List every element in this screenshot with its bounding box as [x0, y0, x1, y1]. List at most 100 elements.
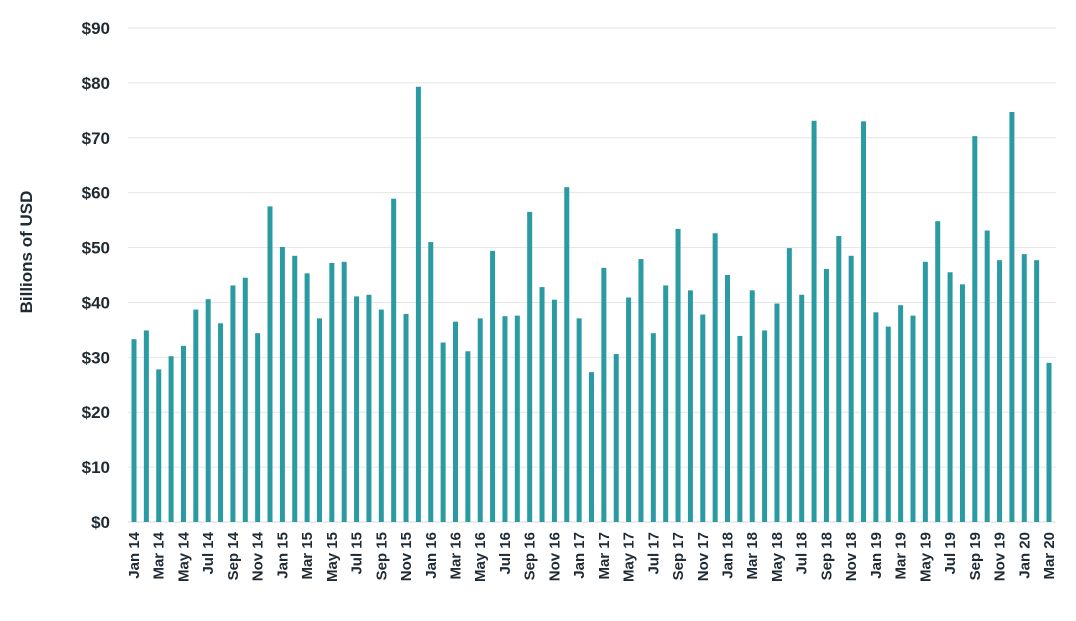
bar	[1009, 111, 1015, 522]
bar	[1034, 260, 1040, 522]
bar	[910, 315, 916, 522]
x-tick-label: Mar 18	[744, 532, 761, 580]
bar	[403, 313, 409, 522]
x-tick-label: Nov 19	[992, 532, 1009, 581]
y-tick-label: $50	[82, 239, 110, 258]
bar	[589, 372, 594, 522]
bar	[947, 272, 953, 522]
bar	[626, 297, 632, 522]
bar	[811, 120, 817, 522]
y-tick-label: $90	[82, 19, 110, 38]
bar	[861, 121, 867, 522]
bar	[329, 262, 335, 522]
x-tick-label: Sep 16	[522, 532, 539, 580]
bar	[527, 211, 533, 522]
bar	[799, 294, 805, 522]
y-tick-label: $20	[82, 403, 110, 422]
bar	[687, 290, 693, 522]
x-tick-label: Jul 19	[942, 532, 959, 575]
bar	[712, 233, 718, 522]
bar	[168, 356, 174, 522]
bar	[885, 326, 891, 522]
x-tick-label: May 16	[472, 532, 489, 582]
bar	[638, 259, 644, 522]
bar	[514, 315, 520, 522]
x-tick-label: Nov 16	[546, 532, 563, 581]
x-tick-label: Mar 14	[151, 531, 168, 579]
bar	[786, 248, 792, 522]
bar	[700, 314, 706, 522]
bar	[762, 330, 768, 522]
bars	[131, 86, 1052, 523]
bar	[749, 290, 755, 522]
bar	[1046, 362, 1052, 522]
bar	[354, 296, 360, 522]
y-tick-label: $40	[82, 293, 110, 312]
x-tick-label: May 15	[324, 532, 341, 582]
bar	[539, 287, 545, 522]
y-tick-label: $0	[91, 513, 110, 532]
bar	[131, 339, 137, 522]
bar	[836, 236, 842, 522]
x-tick-label: May 18	[769, 532, 786, 582]
bar	[477, 318, 483, 522]
bar	[143, 330, 149, 522]
bar	[230, 285, 236, 522]
bar	[873, 312, 879, 522]
x-tick-label: Jan 20	[1016, 532, 1033, 579]
y-axis-ticks: $0 $10 $20 $30 $40 $50 $60 $70 $80 $90	[82, 19, 110, 532]
bar	[242, 277, 248, 522]
x-tick-label: Jul 16	[497, 532, 514, 575]
x-tick-label: Nov 17	[695, 532, 712, 581]
x-tick-label: Mar 17	[596, 532, 613, 580]
bar	[279, 247, 285, 522]
bar	[316, 318, 322, 522]
bar	[304, 273, 310, 522]
x-tick-label: Jul 15	[349, 532, 366, 575]
bar	[935, 221, 941, 522]
x-tick-label: Jan 16	[423, 532, 440, 579]
bar	[205, 299, 211, 522]
bar	[848, 255, 854, 523]
bar	[551, 299, 557, 522]
bar	[675, 228, 681, 522]
bar	[267, 206, 273, 522]
bar	[959, 284, 965, 522]
x-tick-label: May 14	[175, 531, 192, 582]
bar	[823, 268, 829, 522]
x-tick-label: Jul 14	[200, 531, 217, 574]
y-tick-label: $80	[82, 74, 110, 93]
bar	[898, 305, 904, 522]
x-tick-label: Jul 18	[794, 532, 811, 575]
bar	[490, 250, 496, 522]
x-tick-label: Jan 17	[571, 532, 588, 579]
bar	[156, 369, 162, 522]
bar	[663, 285, 669, 522]
bar	[650, 333, 656, 522]
x-axis-ticks: Jan 14 Mar 14 May 14 Jul 14 Sep 14 Nov 14 Jan …	[126, 531, 1058, 582]
bar	[1021, 254, 1027, 522]
bar	[440, 342, 446, 522]
bar	[193, 309, 199, 522]
x-tick-label: Sep 17	[670, 532, 687, 580]
bar	[378, 309, 384, 522]
x-tick-label: Sep 19	[967, 532, 984, 580]
x-tick-label: Jan 15	[274, 532, 291, 579]
bar	[725, 275, 731, 522]
x-tick-label: Sep 14	[225, 531, 242, 580]
bar	[972, 136, 978, 522]
bar	[292, 255, 298, 523]
bar	[391, 198, 397, 522]
x-tick-label: Nov 15	[398, 532, 415, 581]
x-tick-label: May 19	[917, 532, 934, 582]
bar	[428, 242, 434, 522]
bar	[984, 230, 990, 523]
y-tick-label: $10	[82, 458, 110, 477]
y-tick-label: $70	[82, 129, 110, 148]
x-tick-label: Mar 20	[1041, 532, 1058, 580]
x-tick-label: Jan 18	[720, 532, 737, 579]
bar	[576, 318, 582, 522]
bar	[218, 323, 224, 522]
bar	[452, 321, 458, 522]
